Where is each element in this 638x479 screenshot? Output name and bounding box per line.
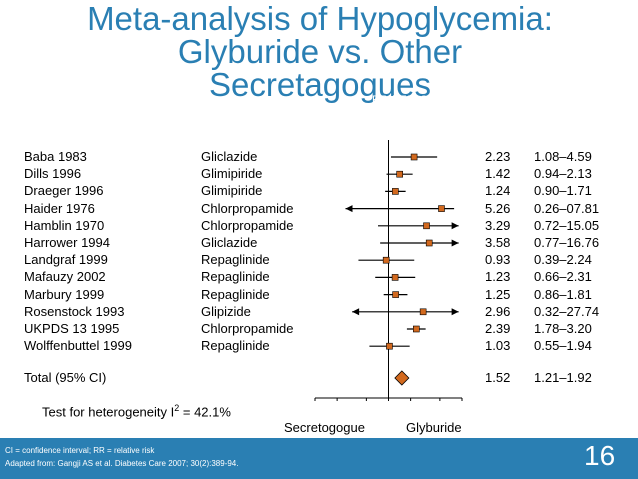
- effect-marker: [419, 308, 427, 316]
- rr-value: 1.03: [485, 338, 511, 354]
- drug-name: Gliclazide: [201, 149, 258, 164]
- total-rr-value: 1.52: [485, 370, 511, 385]
- rr-value: 2.39: [485, 321, 511, 336]
- rr-value: 1.23: [485, 269, 511, 285]
- ci-value: 1.78–3.20: [534, 321, 592, 336]
- ci-arrow-right: [451, 308, 459, 316]
- study-name: UKPDS 13 1995: [24, 321, 120, 336]
- drug-name: Glimipiride: [201, 166, 263, 182]
- rr-value: 0.93: [485, 252, 511, 268]
- drug-name: Chlorpropamide: [201, 321, 294, 336]
- study-name: Landgraf 1999: [24, 252, 108, 268]
- study-name: Haider 1976: [24, 200, 95, 216]
- effect-marker: [413, 325, 420, 333]
- x-tick-label: 2: [408, 405, 414, 417]
- heterogeneity-text: Test for heterogeneity I2 = 42.1%: [42, 403, 231, 419]
- ci-value: 0.66–2.31: [534, 269, 592, 285]
- ci-value: 0.55–1.94: [534, 338, 592, 354]
- drug-name: Gliclazide: [201, 235, 258, 250]
- study-name: Hamblin 1970: [24, 217, 105, 233]
- effect-marker: [392, 291, 399, 298]
- drug-name: Repaglinide: [201, 269, 270, 285]
- ci-arrow-left: [345, 205, 353, 213]
- footer-bar: [0, 438, 638, 479]
- ci-value: 0.77–16.76: [534, 235, 600, 250]
- study-name: Mafauzy 2002: [24, 269, 106, 285]
- rr-value: 5.26: [485, 200, 511, 216]
- slide-title: Meta-analysis of Hypoglycemia: Glyburide…: [60, 2, 580, 101]
- ci-arrow-right: [451, 239, 459, 247]
- x-tick-label: 5: [437, 405, 443, 417]
- ci-value: 0.39–2.24: [534, 252, 592, 268]
- effect-marker: [410, 153, 418, 161]
- x-tick-label: 0.5: [359, 405, 374, 417]
- drug-name: Glipizide: [201, 303, 251, 319]
- effect-marker: [396, 170, 403, 178]
- rr-value: 3.29: [485, 217, 511, 233]
- ci-arrow-left: [352, 308, 360, 316]
- heterogeneity-prefix: Test for heterogeneity I: [42, 404, 175, 420]
- drug-name: Repaglinide: [201, 338, 270, 354]
- ci-value: 0.94–2.13: [534, 166, 592, 182]
- x-tick-label: 10: [456, 405, 468, 417]
- footnote-line-2: Adapted from: Gangji AS et al. Diabetes …: [5, 459, 239, 468]
- slide-number: 16: [584, 440, 616, 471]
- title-line-1: Meta-analysis of Hypoglycemia:: [87, 0, 553, 37]
- rr-value: 2.96: [485, 303, 511, 319]
- study-name: Wolffenbuttel 1999: [24, 338, 132, 354]
- header-rr: RR (95% CI): [372, 94, 435, 106]
- title-line-3: Secretagogues: [209, 66, 431, 103]
- rr-value: 1.25: [485, 286, 511, 302]
- footnote-line-1: CI = confidence interval; RR = relative …: [5, 446, 155, 455]
- effect-marker: [386, 342, 393, 350]
- ci-value: 1.08–4.59: [534, 149, 592, 164]
- effect-marker: [391, 274, 399, 281]
- effect-marker: [382, 256, 390, 264]
- heterogeneity-suffix: = 42.1%: [179, 404, 231, 420]
- study-name: Baba 1983: [24, 149, 87, 164]
- right-direction-line-1: Glyburide: [406, 420, 462, 435]
- rr-value: 3.58: [485, 235, 511, 250]
- effect-marker: [425, 239, 433, 247]
- x-tick-label: 1: [385, 405, 391, 417]
- study-name: Rosenstock 1993: [24, 303, 125, 319]
- ci-value: 0.90–1.71: [534, 183, 592, 199]
- drug-name: Repaglinide: [201, 286, 270, 302]
- x-tick-label: 0.1: [307, 405, 322, 417]
- rr-value: 1.24: [485, 183, 511, 199]
- ci-value: 0.26–07.81: [534, 200, 600, 216]
- effect-marker: [438, 205, 445, 212]
- header-ci: 95% CI: [498, 94, 535, 106]
- rr-value: 1.42: [485, 166, 511, 182]
- drug-name: Repaglinide: [201, 252, 270, 268]
- study-name: Draeger 1996: [24, 183, 104, 199]
- drug-name: Chlorpropamide: [201, 217, 294, 233]
- ci-value: 0.86–1.81: [534, 286, 592, 302]
- study-name: Marbury 1999: [24, 286, 105, 302]
- effect-marker: [392, 188, 399, 195]
- rr-value: 2.23: [485, 149, 511, 164]
- drug-name: Glimipiride: [201, 183, 263, 199]
- left-direction-line-1: Secretogogue: [284, 420, 365, 435]
- total-ci-value: 1.21–1.92: [534, 370, 592, 385]
- title-line-2: Glyburide vs. Other: [177, 33, 463, 70]
- drug-name: Chlorpropamide: [201, 200, 294, 216]
- study-name: Dills 1996: [24, 166, 82, 182]
- effect-marker: [423, 222, 430, 230]
- total-diamond: [394, 370, 410, 386]
- total-label: Total (95% CI): [24, 370, 107, 385]
- ci-arrow-right: [451, 222, 459, 230]
- study-name: Harrower 1994: [24, 235, 110, 250]
- ci-value: 0.72–15.05: [534, 217, 600, 233]
- ci-value: 0.32–27.74: [534, 303, 600, 319]
- heterogeneity-sup: 2: [174, 403, 180, 413]
- x-tick-label: 0.2: [329, 405, 344, 417]
